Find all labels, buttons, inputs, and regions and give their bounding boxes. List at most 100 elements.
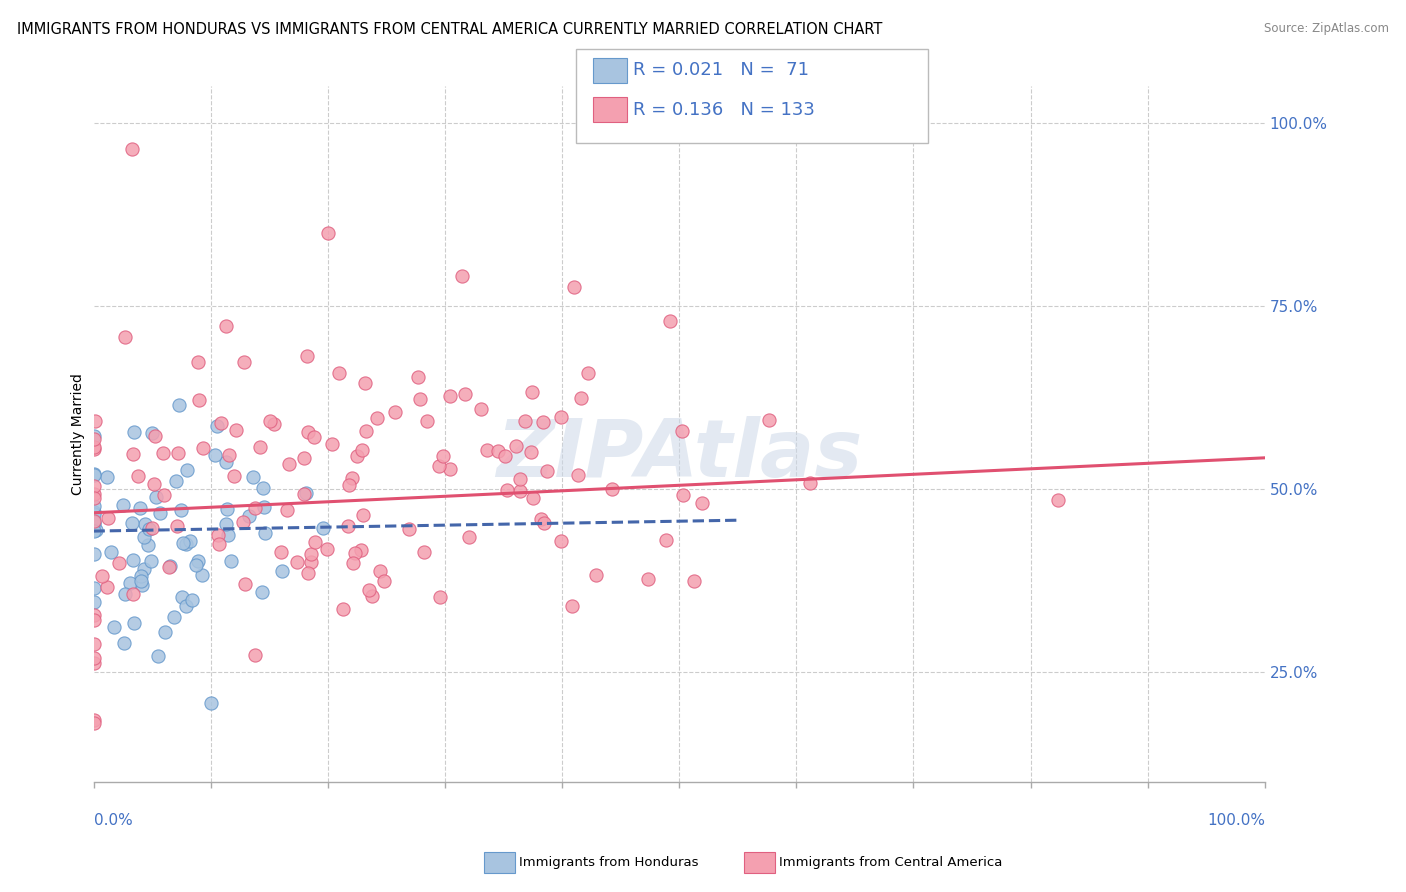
Point xyxy=(184,558,207,572)
Point xyxy=(83,651,105,665)
Point xyxy=(238,508,260,523)
Point xyxy=(131,577,153,591)
Point xyxy=(149,506,172,520)
Point xyxy=(569,392,592,406)
Point xyxy=(637,572,659,586)
Point xyxy=(136,538,159,552)
Point xyxy=(297,425,319,439)
Point xyxy=(520,384,543,399)
Point xyxy=(658,314,681,328)
Point xyxy=(429,591,451,605)
Point xyxy=(321,437,343,451)
Point xyxy=(311,521,333,535)
Point xyxy=(83,713,105,727)
Point xyxy=(83,582,105,596)
Point xyxy=(361,589,384,603)
Point xyxy=(432,449,454,463)
Point xyxy=(83,547,105,561)
Point xyxy=(429,458,451,473)
Point xyxy=(122,425,145,439)
Point xyxy=(191,441,214,455)
Point xyxy=(520,445,543,459)
Point xyxy=(243,648,266,662)
Point xyxy=(336,519,359,533)
Point xyxy=(83,516,105,531)
Point xyxy=(97,511,120,525)
Point xyxy=(299,547,322,561)
Point xyxy=(215,516,238,531)
Point xyxy=(585,567,607,582)
Point xyxy=(450,269,472,284)
Point xyxy=(83,507,105,521)
Point xyxy=(342,471,364,485)
Point xyxy=(100,544,122,558)
Point xyxy=(83,429,105,443)
Point xyxy=(83,716,105,731)
Point xyxy=(439,389,461,403)
Point xyxy=(143,429,166,443)
Point xyxy=(127,469,149,483)
Point xyxy=(328,366,350,380)
Point xyxy=(83,499,105,513)
Point xyxy=(354,425,377,439)
Point xyxy=(176,537,198,551)
Text: Immigrants from Honduras: Immigrants from Honduras xyxy=(519,856,699,869)
Point xyxy=(373,574,395,588)
Point xyxy=(671,424,693,438)
Point xyxy=(205,419,228,434)
Point xyxy=(302,430,325,444)
Point xyxy=(112,498,135,512)
Point xyxy=(166,445,188,459)
Point xyxy=(398,522,420,536)
Point xyxy=(187,554,209,568)
Point xyxy=(170,590,193,604)
Point xyxy=(121,553,143,567)
Point xyxy=(167,398,190,412)
Point xyxy=(83,505,105,519)
Point xyxy=(292,451,315,466)
Point xyxy=(225,423,247,437)
Point xyxy=(141,425,163,440)
Point xyxy=(146,649,169,664)
Point xyxy=(122,447,145,461)
Point xyxy=(413,545,436,559)
Point xyxy=(215,455,238,469)
Point xyxy=(354,376,377,390)
Text: 100.0%: 100.0% xyxy=(1206,813,1265,828)
Point xyxy=(152,488,174,502)
Point xyxy=(114,587,136,601)
Point xyxy=(208,537,231,551)
Point xyxy=(143,477,166,491)
Point xyxy=(562,280,585,294)
Point xyxy=(83,491,105,505)
Point xyxy=(253,526,276,541)
Point xyxy=(600,482,623,496)
Point xyxy=(576,366,599,380)
Point xyxy=(207,528,229,542)
Point xyxy=(153,624,176,639)
Point xyxy=(531,415,554,429)
Text: ZIPAtlas: ZIPAtlas xyxy=(496,417,862,494)
Point xyxy=(352,442,374,457)
Point xyxy=(292,487,315,501)
Point xyxy=(486,443,509,458)
Point xyxy=(508,484,530,499)
Point xyxy=(107,556,129,570)
Point xyxy=(297,566,319,581)
Point xyxy=(83,414,105,428)
Point xyxy=(494,449,516,463)
Point xyxy=(163,610,186,624)
Point xyxy=(232,355,254,369)
Point xyxy=(83,440,105,454)
Point xyxy=(200,696,222,710)
Text: Source: ZipAtlas.com: Source: ZipAtlas.com xyxy=(1264,22,1389,36)
Point xyxy=(222,468,245,483)
Point xyxy=(277,457,299,471)
Point xyxy=(316,226,339,240)
Point xyxy=(353,508,375,523)
Point xyxy=(533,516,555,530)
Point xyxy=(83,487,105,501)
Point xyxy=(295,350,318,364)
Point xyxy=(550,534,572,549)
Point xyxy=(188,392,211,407)
